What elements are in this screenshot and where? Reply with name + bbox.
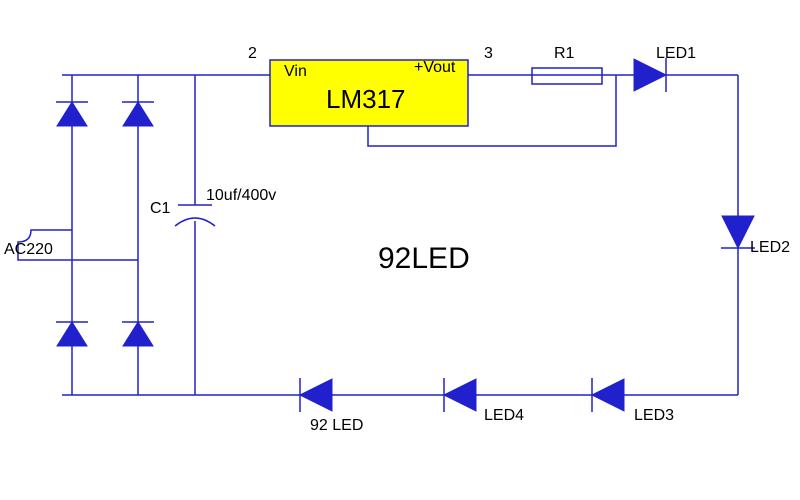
circuit-diagram: 2 Vin +Vout 3 LM317 R1 LED1 LED2 LED3 LE… [0,0,800,500]
led4-label: LED4 [484,407,524,424]
led4 [444,378,476,412]
r1-label: R1 [554,45,575,62]
pin-out-label: +Vout [414,59,456,76]
rectifier-diode-br [122,322,154,346]
led2-label: LED2 [750,239,790,256]
chip-name: LM317 [326,84,406,114]
led1 [634,58,666,92]
led-last-label: 92 LED [310,417,363,434]
led-last [300,378,332,412]
resistor-r1 [532,68,602,84]
ac-label: AC220 [4,241,53,258]
rectifier-diode-bl [56,322,88,346]
rectifier-diode-tl [56,102,88,126]
pin-in-num: 2 [248,45,257,62]
c1-val: 10uf/400v [206,187,276,204]
led1-label: LED1 [656,45,696,62]
led3 [592,378,624,412]
c1-label: C1 [150,200,171,217]
pin-in-label: Vin [284,63,307,80]
title: 92LED [378,242,470,275]
capacitor-c1 [175,75,215,395]
pin-out-num: 3 [484,45,493,62]
led3-label: LED3 [634,407,674,424]
rectifier-diode-tr [122,102,154,126]
